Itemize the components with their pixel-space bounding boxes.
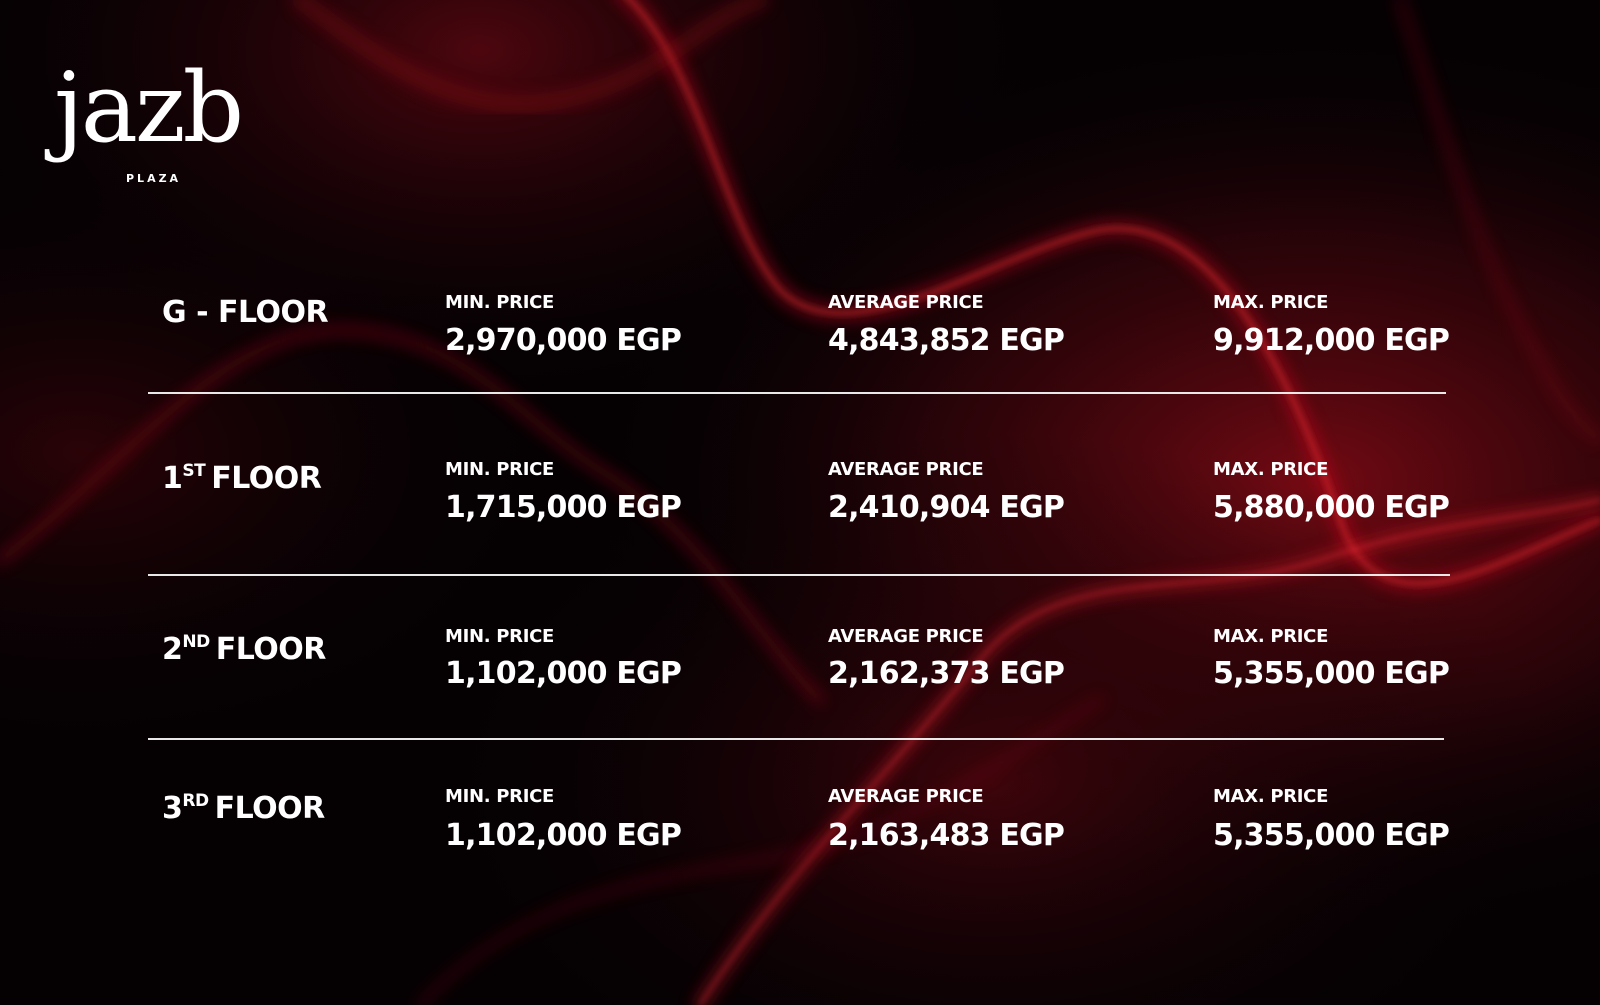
max-price-value: 5,355,000 EGP [1213, 818, 1450, 853]
floor-word: FLOOR [215, 632, 327, 667]
min-price-label: MIN. PRICE [445, 786, 555, 807]
brand-subtitle: PLAZA [126, 172, 182, 185]
average-price-value: 2,162,373 EGP [828, 656, 1065, 691]
floor-number: 2 [162, 632, 183, 667]
min-price-label: MIN. PRICE [445, 626, 555, 647]
floor-name-g: G - FLOOR [162, 295, 329, 330]
min-price-label: MIN. PRICE [445, 459, 555, 480]
average-price-label: AVERAGE PRICE [828, 626, 984, 647]
average-price-value: 4,843,852 EGP [828, 323, 1065, 358]
brand-logo: jazb PLAZA [54, 60, 244, 190]
max-price-label: MAX. PRICE [1213, 459, 1329, 480]
max-price-label: MAX. PRICE [1213, 292, 1329, 313]
average-price-label: AVERAGE PRICE [828, 786, 984, 807]
floor-name-3rd: 3RD FLOOR [162, 791, 326, 830]
max-price-label: MAX. PRICE [1213, 626, 1329, 647]
max-price-value: 5,355,000 EGP [1213, 656, 1450, 691]
min-price-value: 1,715,000 EGP [445, 490, 682, 525]
row-divider [148, 738, 1444, 740]
average-price-value: 2,163,483 EGP [828, 818, 1065, 853]
floor-prefix: G - FLOOR [162, 295, 329, 330]
min-price-value: 1,102,000 EGP [445, 656, 682, 691]
floor-ordinal: ST [182, 461, 206, 481]
average-price-value: 2,410,904 EGP [828, 490, 1065, 525]
min-price-value: 1,102,000 EGP [445, 818, 682, 853]
floor-name-1st: 1ST FLOOR [162, 461, 322, 500]
average-price-label: AVERAGE PRICE [828, 292, 984, 313]
floor-name-2nd: 2ND FLOOR [162, 632, 327, 671]
max-price-value: 5,880,000 EGP [1213, 490, 1450, 525]
floor-ordinal: RD [182, 791, 209, 811]
brand-wordmark: jazb [54, 52, 244, 164]
min-price-label: MIN. PRICE [445, 292, 555, 313]
min-price-value: 2,970,000 EGP [445, 323, 682, 358]
row-divider [148, 392, 1446, 394]
max-price-value: 9,912,000 EGP [1213, 323, 1450, 358]
floor-word: FLOOR [214, 791, 326, 826]
max-price-label: MAX. PRICE [1213, 786, 1329, 807]
average-price-label: AVERAGE PRICE [828, 459, 984, 480]
floor-ordinal: ND [182, 632, 210, 652]
floor-number: 3 [162, 791, 183, 826]
floor-number: 1 [162, 461, 183, 496]
row-divider [148, 574, 1450, 576]
floor-word: FLOOR [211, 461, 322, 496]
